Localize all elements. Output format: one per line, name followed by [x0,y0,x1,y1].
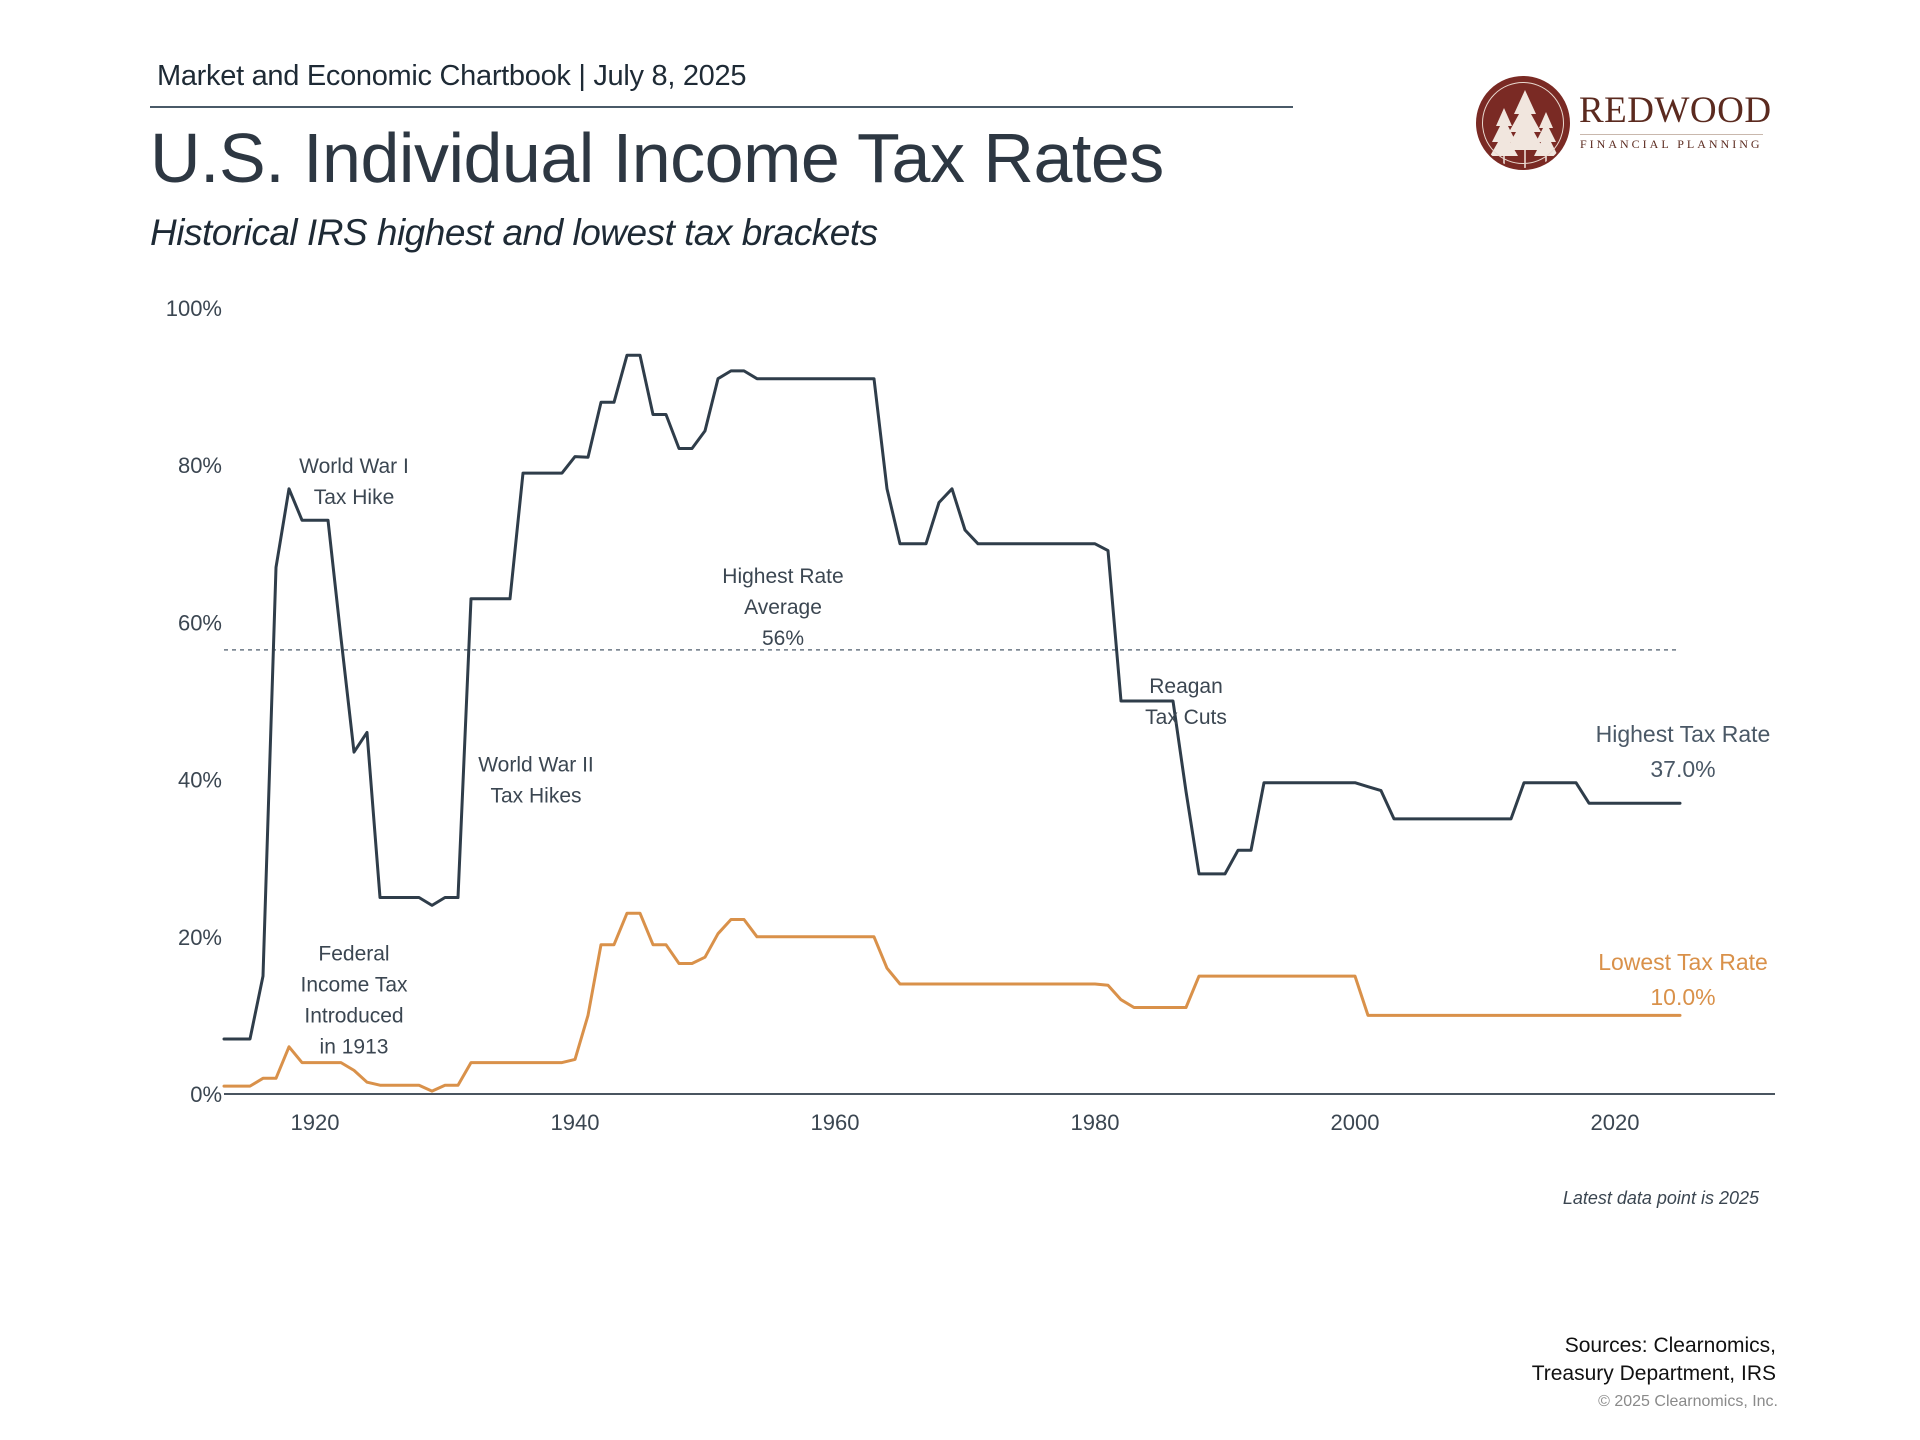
page-subtitle: Historical IRS highest and lowest tax br… [150,212,878,253]
x-tick-label: 1980 [1071,1110,1120,1135]
annotation-ww1: World War I Tax Hike [299,455,409,509]
annotation-federal: Federal Income Tax Introduced in 1913 [301,942,408,1058]
annotation-line: Reagan [1149,675,1223,698]
y-tick-label: 0% [190,1082,222,1107]
highest-rate-label: Highest Tax Rate [1596,721,1771,747]
end-labels: Highest Tax Rate 37.0% Lowest Tax Rate 10.0… [1596,721,1771,1010]
x-tick-label: 1960 [811,1110,860,1135]
header-divider [150,106,1293,108]
annotation-line: World War I [299,455,409,478]
lowest-rate-value: 10.0% [1650,984,1715,1010]
x-axis: 1920 1940 1960 1980 2000 2020 [291,1110,1640,1135]
y-tick-label: 80% [178,453,222,478]
highest-rate-value: 37.0% [1650,756,1715,782]
annotation-line: 56% [762,627,804,650]
series-group [222,353,1682,1093]
x-tick-label: 2000 [1331,1110,1380,1135]
x-tick-label: 1920 [291,1110,340,1135]
redwood-trees-icon [1476,76,1570,170]
copyright: © 2025 Clearnomics, Inc. [1598,1393,1778,1410]
y-tick-label: 40% [178,768,222,793]
annotation-line: Federal [318,942,389,965]
sources-line-2: Treasury Department, IRS [1531,1362,1776,1385]
x-tick-label: 2020 [1591,1110,1640,1135]
sources-line-1: Sources: Clearnomics, [1564,1334,1776,1357]
annotation-line: Introduced [304,1004,403,1027]
highest-rate-line [222,353,1682,1041]
annotation-avg: Highest Rate Average 56% [722,565,843,650]
latest-data-note: Latest data point is 2025 [1562,1188,1759,1208]
annotations: World War I Tax Hike Highest Rate Average 56… [299,455,1227,1058]
x-tick-label: 1940 [551,1110,600,1135]
sources: Sources: Clearnomics, Treasury Departmen… [1532,1332,1776,1388]
logo-tagline: FINANCIAL PLANNING [1580,134,1763,152]
lowest-rate-line [222,911,1682,1093]
annotation-line: Tax Hike [314,486,395,509]
y-tick-label: 20% [178,925,222,950]
annotation-line: Tax Cuts [1145,706,1227,729]
y-tick-label: 100% [166,296,222,321]
annotation-line: Average [744,596,822,619]
annotation-line: Highest Rate [722,565,843,588]
annotation-line: Income Tax [301,973,408,996]
y-axis: 0% 20% 40% 60% 80% 100% [166,296,222,1107]
annotation-line: Tax Hikes [490,785,581,808]
annotation-reagan: Reagan Tax Cuts [1145,675,1227,729]
annotation-line: World War II [478,754,594,777]
y-tick-label: 60% [178,610,222,635]
logo-name: REDWOOD [1579,90,1772,131]
chartbook-header: Market and Economic Chartbook | July 8, … [157,60,747,92]
page-title: U.S. Individual Income Tax Rates [150,119,1164,197]
lowest-rate-label: Lowest Tax Rate [1598,949,1768,975]
annotation-ww2: World War II Tax Hikes [478,754,594,808]
annotation-line: in 1913 [320,1035,389,1058]
redwood-logo: REDWOOD FINANCIAL PLANNING [1476,76,1771,172]
